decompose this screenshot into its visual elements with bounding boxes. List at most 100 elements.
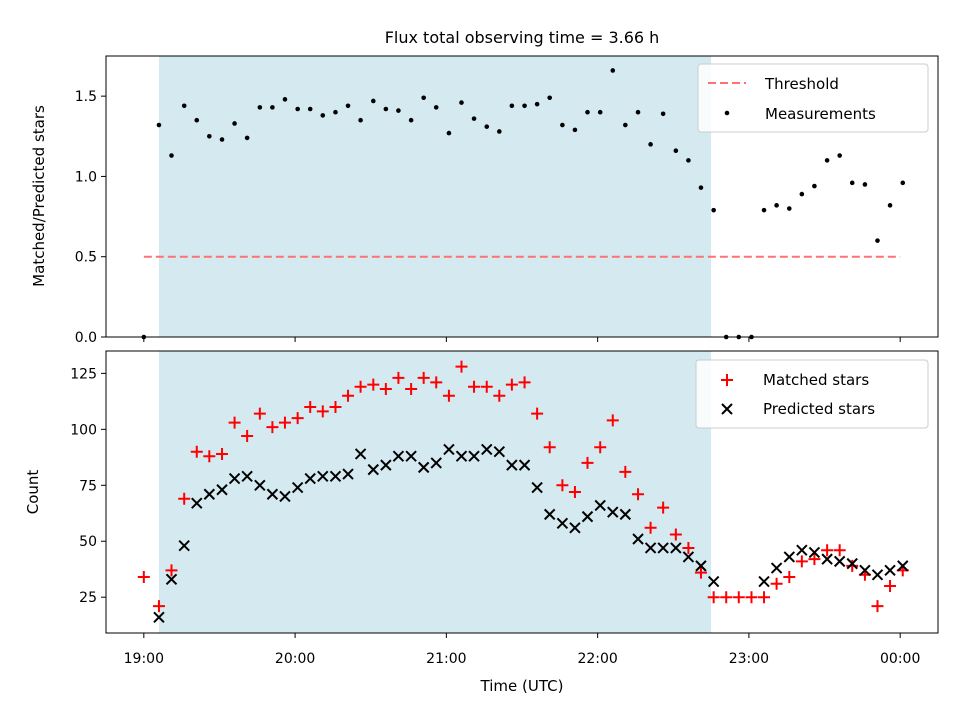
matched-points	[137, 360, 909, 613]
measurement-point	[585, 109, 590, 115]
matched-point	[808, 553, 821, 566]
measurement-point	[560, 122, 565, 128]
predicted-point	[833, 555, 846, 568]
matched-point	[203, 450, 216, 463]
x-tick-label: 19:00	[124, 651, 164, 667]
bottom-y-ticks: 25 50 75 100 125	[70, 366, 106, 606]
matched-point	[430, 376, 443, 389]
predicted-point	[632, 533, 644, 545]
legend-measurements-label: Measurements	[765, 105, 876, 123]
top-legend: Threshold Measurements	[697, 63, 929, 133]
measurement-point	[307, 106, 313, 112]
predicted-point	[417, 461, 430, 474]
measurement-point	[282, 97, 288, 102]
matched-point	[165, 564, 178, 577]
measurement-point	[194, 117, 200, 123]
predicted-point	[897, 560, 909, 572]
predicted-point	[644, 542, 657, 554]
top-y-axis-label: Matched/Predicted stars	[30, 105, 48, 287]
matched-point	[606, 414, 619, 427]
bottom-legend-box	[695, 359, 929, 429]
measurement-point	[660, 111, 666, 117]
predicted-point	[443, 443, 455, 456]
matched-point	[619, 465, 632, 478]
measurement-point	[232, 121, 237, 126]
matched-point	[304, 400, 317, 413]
measurement-point	[597, 109, 603, 115]
measurement-point	[761, 207, 767, 213]
matched-point	[682, 541, 695, 554]
matched-point	[379, 383, 392, 396]
predicted-point	[191, 497, 203, 509]
matched-point	[783, 571, 796, 584]
predicted-point	[770, 562, 783, 574]
matched-point	[253, 407, 266, 420]
x-tick-label: 00:00	[880, 651, 920, 667]
measurement-point	[610, 68, 616, 73]
predicted-point	[228, 472, 241, 485]
measurement-point	[623, 122, 628, 128]
measurement-point	[219, 137, 225, 142]
measurement-point	[358, 117, 363, 123]
predicted-point	[493, 446, 506, 458]
matched-point	[669, 528, 682, 541]
measurement-point	[207, 133, 212, 139]
predicted-point	[279, 490, 291, 503]
chart-title: Flux total observing time = 3.66 h	[385, 28, 660, 47]
matched-point	[884, 580, 897, 592]
matched-point	[316, 405, 329, 418]
matched-point	[468, 380, 481, 393]
predicted-point	[254, 479, 266, 491]
matched-point	[581, 456, 594, 469]
predicted-point	[846, 557, 858, 570]
predicted-point	[392, 450, 405, 462]
measurement-point	[849, 180, 855, 186]
measurement-point	[887, 203, 893, 208]
matched-point	[568, 486, 581, 498]
matched-point	[278, 416, 291, 429]
predicted-point	[216, 484, 228, 496]
matched-point	[216, 447, 229, 460]
matched-point	[871, 600, 884, 613]
measurement-point	[572, 127, 578, 133]
bottom-y-tick-label: 25	[79, 590, 97, 606]
bottom-y-tick-label: 50	[79, 534, 97, 550]
matched-point	[531, 407, 544, 420]
predicted-point	[468, 450, 480, 462]
predicted-point	[682, 551, 695, 563]
measurement-point	[686, 158, 691, 163]
predicted-point	[342, 468, 354, 480]
predicted-point	[695, 560, 707, 572]
predicted-point	[657, 542, 669, 554]
measurement-point	[484, 124, 490, 129]
matched-point	[833, 544, 846, 557]
matched-point	[543, 441, 556, 454]
predicted-point	[619, 508, 632, 521]
matched-point	[846, 559, 859, 572]
top-y-tick-label: 0.0	[75, 330, 97, 346]
measurement-point	[875, 238, 880, 243]
top-y-tick-label: 1.5	[75, 89, 97, 105]
predicted-point	[518, 459, 531, 471]
top-y-tick-label: 1.0	[75, 169, 97, 185]
measurement-point	[421, 95, 426, 101]
measurement-point	[156, 122, 162, 128]
predicted-point	[241, 470, 253, 483]
x-tick-label: 23:00	[729, 651, 769, 667]
bottom-panel: 25 50 75 100 125 19:00 20:00 21:00 22:00 23:00 00…	[24, 350, 939, 695]
predicted-point	[266, 488, 279, 500]
legend-matched-label: Matched stars	[763, 371, 869, 389]
matched-point	[556, 479, 569, 492]
matched-point	[190, 445, 203, 458]
predicted-point	[178, 540, 190, 552]
matched-point	[518, 376, 531, 389]
measurement-point	[711, 207, 716, 213]
predicted-points	[153, 443, 909, 624]
matched-point	[720, 591, 733, 604]
predicted-point	[796, 544, 808, 556]
predicted-point	[543, 508, 556, 521]
measurement-point	[648, 142, 653, 147]
predicted-point	[758, 575, 770, 588]
legend-threshold-label: Threshold	[764, 75, 839, 93]
matched-point	[405, 383, 418, 396]
